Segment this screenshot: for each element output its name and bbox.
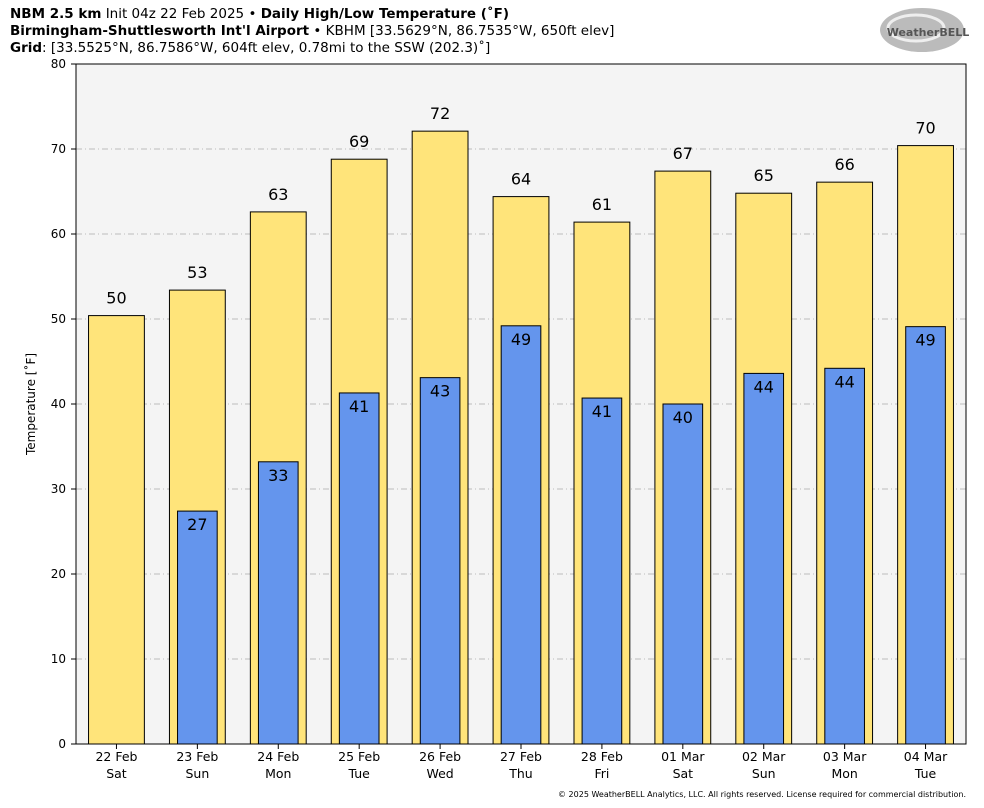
low-bar: [743, 372, 785, 745]
init: Init 04z 22 Feb 2025: [105, 6, 245, 22]
x-tick-label: 24 Feb: [257, 749, 299, 764]
logo: WeatherBELL: [880, 8, 969, 52]
y-tick-label: 0: [58, 737, 66, 751]
low-bar: [905, 326, 946, 745]
x-tick-label: 03 Mar: [823, 749, 867, 764]
header-line: Birmingham-Shuttlesworth Int'l Airport •…: [10, 23, 614, 40]
y-tick-label: 30: [51, 482, 66, 496]
high-label: 69: [349, 132, 369, 151]
high-label: 50: [106, 289, 126, 308]
x-tick-label: 02 Mar: [742, 749, 786, 764]
high-label: 63: [268, 185, 288, 204]
x-tick-weekday: Sun: [185, 766, 209, 781]
low-label: 44: [834, 372, 854, 391]
low-label: 41: [592, 402, 612, 421]
high-bar: [88, 315, 145, 745]
x-tick-label: 26 Feb: [419, 749, 461, 764]
low-bar: [581, 397, 623, 745]
y-tick-label: 40: [51, 397, 66, 411]
x-tick-label: 22 Feb: [95, 749, 137, 764]
grid-info: : [33.5525°N, 86.7586°W, 604ft elev, 0.7…: [42, 40, 491, 56]
footer: © 2025 WeatherBELL Analytics, LLC. All r…: [558, 790, 966, 799]
y-axis-label: Temperature [˚F]: [23, 353, 38, 456]
high-label: 66: [834, 155, 854, 174]
low-label: 49: [511, 330, 531, 349]
low-bar: [177, 510, 218, 745]
x-tick-label: 28 Feb: [581, 749, 623, 764]
x-tick-label: 25 Feb: [338, 749, 380, 764]
y-tick-label: 70: [51, 142, 66, 156]
low-bar: [257, 461, 299, 745]
logo-mark: [880, 8, 964, 52]
low-label: 43: [430, 382, 450, 401]
product: Daily High/Low Temperature (˚F): [260, 6, 510, 22]
x-tick-weekday: Tue: [914, 766, 937, 781]
separator: •: [248, 6, 257, 22]
logo-swirl: [886, 13, 946, 43]
x-tick-weekday: Thu: [508, 766, 532, 781]
x-tick-label: 04 Mar: [904, 749, 948, 764]
grid-label: Grid: [10, 40, 43, 56]
model: NBM 2.5 km: [10, 6, 102, 22]
high-label: 61: [592, 195, 612, 214]
high-label: 72: [430, 104, 450, 123]
separator: •: [313, 23, 322, 39]
x-tick-weekday: Tue: [348, 766, 371, 781]
x-tick-weekday: Sat: [106, 766, 127, 781]
x-tick-weekday: Fri: [594, 766, 609, 781]
header: NBM 2.5 km Init 04z 22 Feb 2025 • Daily …: [10, 6, 614, 57]
y-tick-label: 10: [51, 652, 66, 666]
low-label: 49: [915, 331, 935, 350]
plot: 50 53 63 69 72 64 61 67 65 66 70 27 33 41 43 49 41 40 44 44…: [76, 63, 966, 745]
low-bar: [338, 392, 380, 745]
x-tick-label: 23 Feb: [176, 749, 218, 764]
low-label: 27: [187, 515, 207, 534]
station-name: Birmingham-Shuttlesworth Int'l Airport: [10, 23, 310, 39]
header-line: Grid: [33.5525°N, 86.7586°W, 604ft elev,…: [10, 40, 614, 57]
y-tick-label: 50: [51, 312, 66, 326]
high-label: 65: [754, 166, 774, 185]
x-tick-weekday: Mon: [265, 766, 291, 781]
logo-text: WeatherBELL: [887, 26, 970, 39]
x-tick-weekday: Mon: [831, 766, 857, 781]
y-tick-label: 80: [51, 57, 66, 71]
x-tick-weekday: Wed: [426, 766, 453, 781]
low-label: 44: [754, 377, 774, 396]
high-label: 53: [187, 263, 207, 282]
station-info: KBHM [33.5629°N, 86.7535°W, 650ft elev]: [325, 23, 615, 39]
low-label: 41: [349, 397, 369, 416]
y-tick-label: 60: [51, 227, 66, 241]
x-tick-weekday: Sat: [673, 766, 694, 781]
low-label: 40: [673, 408, 693, 427]
y-tick-label: 20: [51, 567, 66, 581]
x-tick-label: 27 Feb: [500, 749, 542, 764]
high-label: 67: [673, 144, 693, 163]
high-label: 70: [915, 119, 935, 138]
header-line: NBM 2.5 km Init 04z 22 Feb 2025 • Daily …: [10, 6, 614, 23]
low-bar: [662, 403, 704, 745]
low-label: 33: [268, 466, 288, 485]
x-tick-label: 01 Mar: [661, 749, 705, 764]
low-bar: [824, 367, 865, 745]
low-bar: [500, 325, 542, 745]
high-label: 64: [511, 170, 531, 189]
x-tick-weekday: Sun: [752, 766, 776, 781]
low-bar: [419, 377, 461, 745]
